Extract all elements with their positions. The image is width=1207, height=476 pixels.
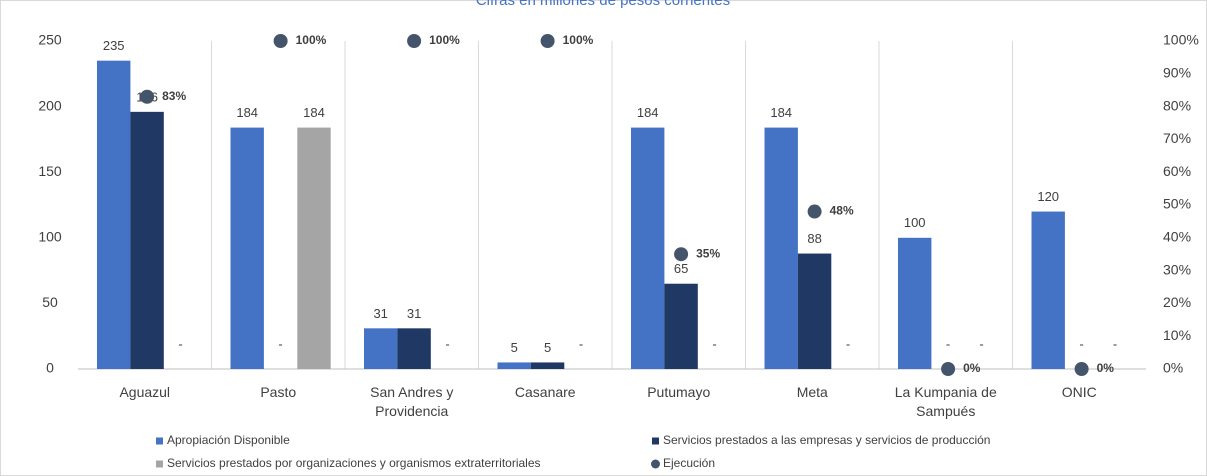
marker [273,34,288,48]
y-tick-label: 0 [46,360,54,376]
marker [674,247,689,262]
bar [631,127,665,369]
data-label: 5 [544,340,551,355]
y2-tick-label: 40% [1163,229,1191,245]
data-label: 100% [563,33,594,47]
bar [797,253,832,369]
y2-tick-label: 20% [1163,294,1191,310]
data-label: 48% [830,204,854,218]
y-tick-label: 100 [38,229,62,245]
x-tick-label: La Kumpania de Sampués [894,384,997,419]
legend-swatch [156,460,163,468]
y2-tick-label: 60% [1163,163,1191,179]
legend-label: Servicios prestados a las empresas y ser… [663,433,990,447]
y2-tick-label: 80% [1163,97,1191,113]
data-label: 100% [429,33,460,47]
data-label: 100% [296,33,327,47]
data-label: - [278,336,282,351]
bar [130,111,164,370]
data-label: 184 [637,105,659,120]
data-label: 5 [511,340,518,355]
y-tick-label: 150 [38,163,62,179]
data-label: 0% [963,361,981,375]
y2-tick-label: 50% [1163,196,1191,212]
bar [1031,211,1065,369]
x-tick-label: Putumayo [647,384,711,400]
x-tick-label: Meta [796,384,828,400]
y2-tick-label: 30% [1163,261,1191,277]
data-label: 235 [103,38,125,53]
data-label: 120 [1037,189,1059,204]
y2-tick-label: 70% [1163,130,1191,146]
bar [297,127,331,369]
data-label: 31 [407,306,421,321]
y2-tick-label: 90% [1163,65,1191,81]
data-label: 35% [696,246,720,260]
legend-swatch [156,437,163,445]
bar [230,127,264,369]
legend-label: Ejecución [663,456,715,470]
x-tick-label: ONIC [1061,384,1097,400]
data-label: - [579,336,583,351]
data-label: - [1113,336,1117,351]
data-label: 100 [904,215,926,230]
data-label: - [979,336,983,351]
marker [941,362,956,376]
data-label: - [712,336,716,351]
y2-tick-label: 0% [1163,360,1183,376]
data-label: - [946,336,950,351]
bar [397,328,431,369]
data-label: - [178,336,182,351]
bar [898,237,932,369]
bar [364,328,398,369]
y-tick-label: 200 [38,97,62,113]
bar [530,362,565,369]
y2-tick-label: 10% [1163,327,1191,343]
bar [497,362,531,369]
marker [540,34,555,48]
data-label: 184 [303,105,325,120]
chart-title: Cifras en millones de pesos corrientes [476,0,730,9]
y2-tick-label: 100% [1163,32,1199,48]
x-tick-label: Pasto [260,384,297,400]
data-label: 83% [162,89,186,103]
x-tick-label: San Andres y Providencia [370,384,454,419]
data-label: 184 [236,105,258,120]
marker [1074,362,1089,376]
x-tick-label: Casanare [514,384,576,400]
legend-marker [651,459,660,469]
y-tick-label: 250 [38,32,62,48]
marker [807,204,822,219]
bar [97,60,131,370]
y-tick-label: 50 [42,294,58,310]
marker [407,34,422,48]
x-tick-label: Aguazul [119,384,171,400]
bar [764,127,798,369]
data-label: 88 [807,231,821,246]
marker [140,89,155,104]
data-label: 184 [770,105,792,120]
data-label: 0% [1097,361,1115,375]
data-label: - [846,336,850,351]
data-label: - [445,336,449,351]
legend-label: Servicios prestados por organizaciones y… [167,456,541,470]
data-label: 65 [674,261,688,276]
data-label: 31 [373,306,387,321]
legend-swatch [652,437,659,445]
data-label: - [1079,336,1083,351]
legend-label: Apropiación Disponible [167,433,290,447]
bar [664,283,698,369]
